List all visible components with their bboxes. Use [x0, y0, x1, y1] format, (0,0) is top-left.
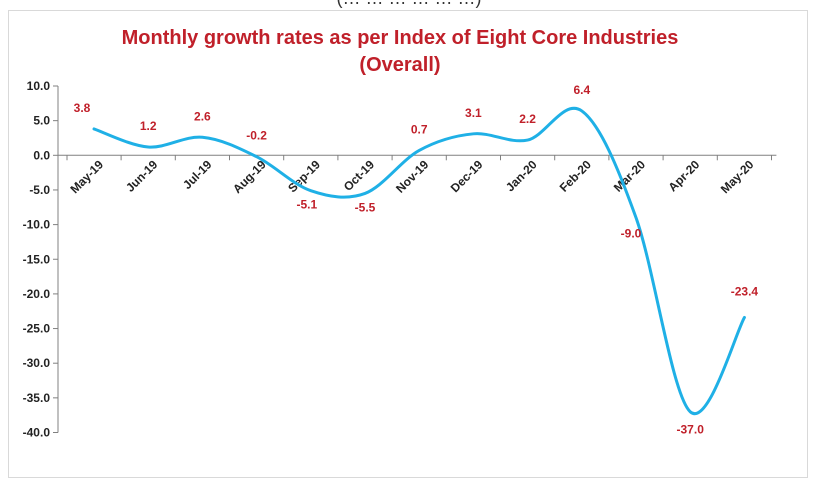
- x-tick-label: Jul-19: [180, 157, 215, 192]
- data-labels: 3.8 1.2 2.6 -0.2 -5.1 -5.5 0.7 3.1 2.2 6.4 -9.0 -37…: [74, 83, 759, 437]
- series-line: [92, 107, 746, 416]
- x-tick-label: May-19: [67, 157, 106, 196]
- y-tick-label: -35.0: [23, 391, 51, 405]
- data-label: -9.0: [621, 227, 642, 241]
- y-tick-label: -40.0: [23, 426, 51, 440]
- y-tick-label: -15.0: [23, 252, 51, 266]
- chart-subtitle: (Overall): [359, 54, 440, 76]
- data-label: -0.2: [246, 129, 267, 143]
- x-axis: May-19 Jun-19 Jul-19 Aug-19 Sep-19 Oct-19 Nov-…: [58, 154, 777, 196]
- clipped-top-text: (… … … … … …): [0, 0, 818, 10]
- x-tick-label: Apr-20: [666, 157, 703, 194]
- x-tick-label: May-20: [718, 157, 757, 196]
- x-tick-label: Aug-19: [230, 157, 269, 196]
- y-tick-label: 5.0: [33, 114, 50, 128]
- data-label: 3.1: [465, 106, 482, 120]
- y-tick-label: -30.0: [23, 356, 51, 370]
- data-label: -23.4: [731, 284, 759, 298]
- x-tick-label: Nov-19: [393, 157, 431, 195]
- x-tick-label: Dec-19: [448, 157, 486, 195]
- data-label: -5.1: [296, 198, 317, 212]
- x-tick-label: Feb-20: [557, 157, 594, 194]
- y-tick-label: 0.0: [33, 148, 50, 162]
- clipped-top-text-content: (… … … … … …): [0, 0, 818, 9]
- x-tick-label: Sep-19: [285, 157, 323, 195]
- chart-title: Monthly growth rates as per Index of Eig…: [122, 27, 679, 49]
- data-label: 2.2: [519, 112, 536, 126]
- y-tick-label: -5.0: [29, 183, 50, 197]
- data-label: 3.8: [74, 101, 91, 115]
- x-tick-label: Jun-19: [123, 157, 160, 194]
- data-label: -5.5: [355, 200, 376, 214]
- data-label: -37.0: [677, 423, 705, 437]
- data-label: 2.6: [194, 109, 211, 123]
- x-tick-label: Jan-20: [503, 157, 540, 194]
- chart-frame: [8, 10, 808, 478]
- data-label: 6.4: [573, 83, 590, 97]
- y-axis: 10.0 5.0 0.0 -5.0 -10.0 -15.0 -20.0 -25.0 -30.0 -…: [23, 79, 59, 440]
- data-label: 1.2: [140, 119, 157, 133]
- y-tick-label: -20.0: [23, 287, 51, 301]
- x-tick-label: Mar-20: [611, 157, 648, 194]
- y-tick-label: 10.0: [27, 79, 51, 93]
- data-label: 0.7: [411, 122, 428, 136]
- y-tick-label: -25.0: [23, 322, 51, 336]
- y-tick-label: -10.0: [23, 218, 51, 232]
- series-path: [92, 107, 746, 416]
